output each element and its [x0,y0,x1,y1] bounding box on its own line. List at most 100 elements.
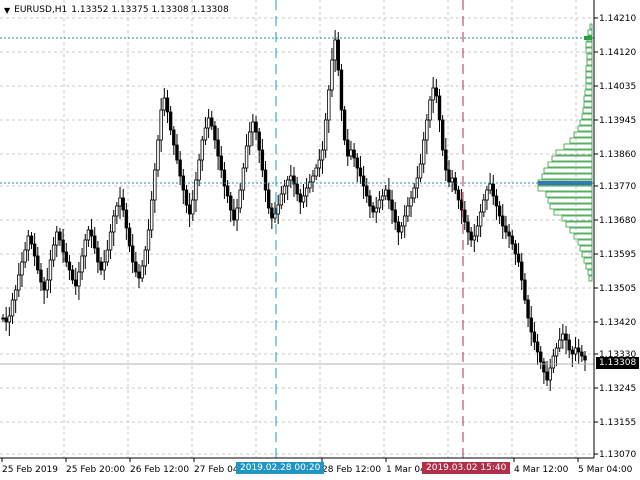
volume-profile-bar [577,125,593,132]
volume-profile-bar [579,245,593,252]
candle [317,149,322,177]
volume-profile-bar [577,239,593,246]
volume-profile-bar [585,83,593,90]
candle [26,230,31,261]
candle [156,135,160,177]
price-label: 1.13770 [599,182,636,192]
candle [320,141,325,174]
candle [437,89,442,132]
candle [377,191,382,213]
candle [64,243,68,267]
candle [29,232,34,249]
volume-profile-bar [589,23,593,30]
time-label: 28 Feb 12:00 [322,465,381,475]
price-label: 1.14035 [599,82,636,92]
candle [260,139,265,177]
volume-profile-bar [583,257,593,264]
candle [406,197,410,222]
price-label: 1.14120 [599,48,636,58]
candle [93,227,97,254]
candle [143,246,148,275]
candle [285,176,290,200]
candle [418,154,423,182]
candle [456,186,461,209]
left-date-marker[interactable]: 2019.02.28 00:20 [236,462,325,474]
candle [421,132,426,173]
candle [153,163,157,213]
volume-profile-bar [563,143,593,150]
price-label: 1.13860 [599,150,636,160]
candle [342,106,347,145]
candle [428,96,432,128]
candle [134,252,138,277]
candle [488,173,492,194]
volume-profile-bar [573,131,593,138]
volume-profile-bar [583,101,593,108]
candle [365,178,369,203]
candle [352,143,356,167]
candle [576,339,581,364]
candle [327,85,331,133]
candle [520,253,524,290]
candle [39,263,43,291]
candle [130,234,135,273]
volume-profile-bar [565,221,593,228]
volume-profile [537,23,593,282]
candle [213,121,217,149]
candle [45,268,49,298]
volume-profile-bar [585,41,593,48]
candle [248,122,252,155]
volume-profile-bar [543,167,593,174]
time-label: 26 Feb 12:00 [130,465,189,475]
candle [557,328,562,352]
triangle-down-icon[interactable]: ▼ [4,5,11,15]
candle [554,343,559,366]
candle [17,263,21,297]
candle [146,219,151,264]
candle [162,88,167,116]
candle [526,295,530,327]
candle [583,351,587,371]
volume-profile-bar [585,77,593,84]
candle [210,111,214,130]
candle [403,205,407,238]
candle [10,293,15,324]
candle [181,169,185,204]
candle [529,306,533,346]
candle [89,219,94,248]
candle [83,234,87,269]
price-label: 1.13595 [599,250,636,260]
candle [67,255,72,280]
time-label: 5 Mar 04:00 [578,465,633,475]
candle [263,161,268,202]
price-label: 1.14210 [599,14,636,24]
candle [200,136,204,171]
candle [137,264,141,288]
candle [399,222,404,239]
volume-profile-bar [569,137,593,144]
candle [289,165,293,188]
candle [108,224,113,259]
volume-profile-bar [582,107,593,114]
candle [415,166,420,198]
candle [118,187,122,219]
right-date-marker[interactable]: 2019.03.02 15:40 [422,462,511,474]
candle [86,226,91,247]
level-lines [0,0,594,458]
candles [1,30,587,391]
volume-profile-bar [541,173,593,180]
price-label: 1.13245 [599,384,636,394]
volume-profile-bar [555,149,593,156]
candle [168,106,173,135]
candle [74,268,78,295]
candle [191,190,195,221]
candle [469,227,473,247]
candle [127,223,132,252]
candle [355,153,359,182]
price-label: 1.13155 [599,418,636,428]
candle [346,129,350,166]
candle [279,186,284,209]
candle [333,30,337,72]
